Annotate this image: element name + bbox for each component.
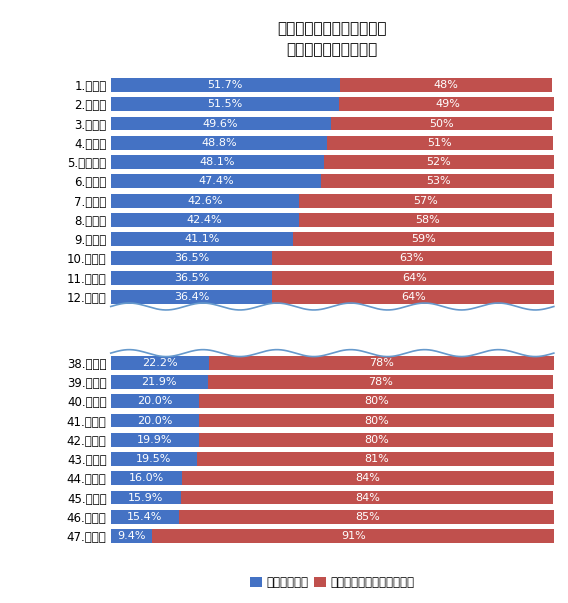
Bar bbox=[111, 174, 321, 188]
Bar bbox=[299, 213, 556, 227]
Text: 51.5%: 51.5% bbox=[207, 99, 243, 109]
Bar bbox=[111, 136, 327, 150]
Text: 51.7%: 51.7% bbox=[207, 80, 243, 90]
Bar bbox=[324, 155, 554, 169]
Text: 80%: 80% bbox=[364, 396, 389, 406]
Text: 47.4%: 47.4% bbox=[198, 176, 233, 186]
Text: 22.2%: 22.2% bbox=[142, 358, 178, 368]
Bar bbox=[111, 97, 339, 111]
Bar bbox=[111, 356, 209, 370]
Legend: 地元就職希望, その他エリア希望、未回答: 地元就職希望, その他エリア希望、未回答 bbox=[245, 572, 420, 594]
Text: 80%: 80% bbox=[364, 435, 389, 445]
Bar bbox=[111, 414, 199, 428]
Text: 20.0%: 20.0% bbox=[137, 415, 173, 426]
Bar bbox=[111, 251, 273, 265]
Bar bbox=[111, 375, 208, 389]
Bar bbox=[273, 251, 552, 265]
Text: 16.0%: 16.0% bbox=[128, 473, 164, 483]
Text: 36.5%: 36.5% bbox=[174, 253, 209, 264]
Text: 42.4%: 42.4% bbox=[187, 215, 223, 225]
Text: 64%: 64% bbox=[402, 292, 426, 302]
Text: 57%: 57% bbox=[414, 195, 438, 206]
Text: 48.8%: 48.8% bbox=[201, 138, 237, 148]
Text: 59%: 59% bbox=[411, 234, 436, 244]
Text: 20.0%: 20.0% bbox=[137, 396, 173, 406]
Text: 80%: 80% bbox=[364, 415, 389, 426]
Text: 49%: 49% bbox=[435, 99, 460, 109]
Bar bbox=[111, 472, 182, 485]
Text: 36.5%: 36.5% bbox=[174, 273, 209, 283]
Bar bbox=[111, 194, 299, 207]
Text: 84%: 84% bbox=[356, 473, 380, 483]
Bar bbox=[111, 529, 152, 543]
Bar bbox=[111, 213, 299, 227]
Bar bbox=[199, 414, 554, 428]
Text: 84%: 84% bbox=[355, 493, 380, 502]
Bar bbox=[111, 271, 273, 285]
Bar bbox=[181, 491, 553, 505]
Text: 58%: 58% bbox=[415, 215, 440, 225]
Bar bbox=[197, 452, 556, 466]
Text: 15.4%: 15.4% bbox=[127, 512, 162, 522]
Bar bbox=[331, 116, 552, 130]
Text: 78%: 78% bbox=[369, 358, 394, 368]
Text: 64%: 64% bbox=[402, 273, 427, 283]
Text: 53%: 53% bbox=[426, 176, 450, 186]
Text: 81%: 81% bbox=[364, 454, 389, 464]
Bar bbox=[199, 394, 554, 408]
Bar bbox=[272, 290, 556, 304]
Bar bbox=[111, 394, 199, 408]
Text: 19.9%: 19.9% bbox=[137, 435, 173, 445]
Bar bbox=[339, 97, 556, 111]
Text: 78%: 78% bbox=[368, 377, 393, 387]
Bar bbox=[340, 78, 553, 92]
Text: 50%: 50% bbox=[429, 119, 454, 128]
Text: 63%: 63% bbox=[400, 253, 424, 264]
Bar bbox=[111, 433, 199, 447]
Text: 41.1%: 41.1% bbox=[184, 234, 219, 244]
Bar bbox=[273, 271, 556, 285]
Text: 36.4%: 36.4% bbox=[174, 292, 209, 302]
Bar bbox=[111, 155, 324, 169]
Text: 外国人が継続して住みたい
都道府県ランキング！: 外国人が継続して住みたい 都道府県ランキング！ bbox=[278, 21, 387, 57]
Text: 19.5%: 19.5% bbox=[136, 454, 172, 464]
Bar bbox=[111, 452, 197, 466]
Bar bbox=[111, 116, 331, 130]
Text: 42.6%: 42.6% bbox=[187, 195, 223, 206]
Text: 49.6%: 49.6% bbox=[203, 119, 239, 128]
Text: 85%: 85% bbox=[355, 512, 379, 522]
Bar bbox=[327, 136, 553, 150]
Bar bbox=[182, 472, 554, 485]
Text: 9.4%: 9.4% bbox=[118, 531, 146, 541]
Bar bbox=[111, 78, 340, 92]
Text: 48%: 48% bbox=[434, 80, 458, 90]
Bar bbox=[209, 356, 555, 370]
Bar bbox=[199, 433, 553, 447]
Bar bbox=[111, 232, 293, 246]
Bar bbox=[111, 491, 181, 505]
Bar bbox=[111, 290, 272, 304]
Text: 21.9%: 21.9% bbox=[141, 377, 177, 387]
Bar bbox=[321, 174, 556, 188]
Bar bbox=[299, 194, 552, 207]
Bar bbox=[111, 510, 179, 524]
Text: 51%: 51% bbox=[428, 138, 452, 148]
Text: 48.1%: 48.1% bbox=[199, 157, 235, 167]
Bar bbox=[208, 375, 553, 389]
Text: 91%: 91% bbox=[341, 531, 366, 541]
Bar bbox=[179, 510, 556, 524]
Text: 52%: 52% bbox=[427, 157, 452, 167]
Bar bbox=[152, 529, 556, 543]
Bar bbox=[293, 232, 554, 246]
Text: 15.9%: 15.9% bbox=[128, 493, 164, 502]
